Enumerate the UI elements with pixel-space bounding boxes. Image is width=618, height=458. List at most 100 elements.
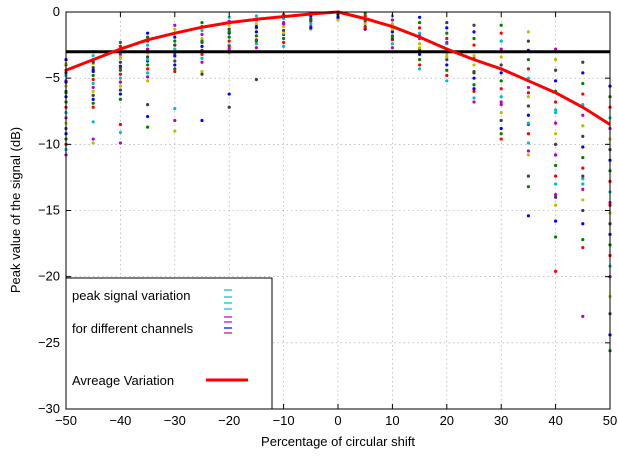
- scatter-point: [173, 39, 177, 43]
- scatter-point: [363, 14, 367, 18]
- scatter-point: [146, 114, 150, 119]
- scatter-point: [282, 40, 286, 45]
- scatter-point: [91, 85, 95, 90]
- scatter-point: [173, 118, 177, 123]
- scatter-point: [445, 36, 449, 41]
- scatter-point: [91, 120, 95, 124]
- scatter-point: [254, 39, 258, 43]
- scatter-point: [445, 58, 449, 62]
- scatter-point: [91, 141, 95, 145]
- scatter-point: [499, 55, 503, 59]
- scatter-point: [418, 15, 422, 19]
- scatter-point: [390, 22, 394, 26]
- scatter-point: [581, 155, 585, 160]
- x-axis-label: Percentage of circular shift: [261, 434, 415, 449]
- scatter-point: [227, 35, 231, 39]
- x-tick-label: 10: [385, 413, 399, 428]
- x-tick-label: 50: [603, 413, 617, 428]
- scatter-point: [472, 71, 476, 75]
- y-tick-label: −15: [38, 203, 60, 218]
- scatter-point: [227, 44, 231, 49]
- scatter-point: [254, 30, 258, 34]
- y-axis-label: Peak value of the signal (dB): [8, 127, 23, 293]
- x-tick-label: 0: [334, 413, 341, 428]
- scatter-point: [200, 32, 204, 37]
- scatter-point: [173, 54, 177, 58]
- scatter-point: [200, 52, 204, 56]
- scatter-point: [418, 46, 422, 50]
- scatter-point: [227, 92, 231, 96]
- scatter-point: [118, 80, 122, 84]
- scatter-point: [200, 20, 204, 25]
- scatter-point: [118, 130, 122, 135]
- scatter-point: [118, 92, 122, 96]
- x-tick-label: 20: [440, 413, 454, 428]
- scatter-point: [200, 60, 204, 64]
- scatter-point: [526, 185, 531, 189]
- scatter-point: [499, 63, 503, 67]
- scatter-point: [282, 28, 286, 33]
- scatter-point: [554, 132, 558, 136]
- scatter-point: [173, 67, 177, 71]
- x-tick-label: 40: [548, 413, 562, 428]
- scatter-point: [309, 26, 313, 30]
- scatter-point: [554, 58, 558, 62]
- y-tick-label: −5: [45, 70, 60, 85]
- scatter-point: [173, 59, 177, 63]
- scatter-point: [554, 203, 558, 207]
- scatter-point: [554, 110, 558, 115]
- scatter-point: [336, 18, 340, 22]
- scatter-point: [254, 46, 258, 50]
- scatter-point: [173, 63, 177, 67]
- scatter-point: [581, 208, 585, 213]
- scatter-point: [445, 63, 449, 67]
- y-axis-ticks: −30 −25 −20 −15 −10 −5 0: [38, 4, 610, 416]
- scatter-point: [118, 68, 122, 72]
- scatter-point: [118, 84, 122, 88]
- scatter-point: [200, 69, 204, 74]
- scatter-point: [390, 36, 394, 41]
- scatter-point: [581, 314, 585, 318]
- scatter-point: [91, 105, 95, 109]
- scatter-point: [200, 56, 204, 60]
- scatter-point: [173, 69, 177, 74]
- scatter-point: [146, 31, 150, 35]
- scatter-point: [526, 67, 531, 71]
- scatter-point: [282, 44, 286, 49]
- scatter-point: [472, 96, 476, 100]
- scatter-point: [146, 67, 150, 71]
- scatter-point: [581, 198, 585, 202]
- scatter-point: [227, 27, 231, 31]
- x-tick-label: −20: [218, 413, 240, 428]
- scatter-point: [418, 20, 422, 25]
- scatter-point: [526, 85, 531, 90]
- scatter-point: [472, 100, 476, 104]
- scatter-point: [554, 153, 558, 157]
- scatter-point: [472, 87, 476, 91]
- scatter-point: [363, 11, 367, 15]
- scatter-point: [91, 137, 95, 141]
- scatter-point: [227, 105, 231, 109]
- scatter-point: [445, 52, 449, 56]
- scatter-point: [554, 219, 558, 223]
- scatter-point: [418, 52, 422, 56]
- scatter-point: [499, 132, 503, 136]
- scatter-point: [499, 23, 503, 27]
- scatter-point: [472, 54, 476, 58]
- scatter-point: [526, 121, 531, 125]
- scatter-point: [200, 39, 204, 43]
- scatter-point: [581, 60, 585, 64]
- scatter-point: [91, 77, 95, 82]
- scatter-point: [118, 122, 122, 127]
- scatter-point: [336, 15, 340, 19]
- scatter-point: [200, 44, 204, 49]
- scatter-point: [554, 68, 558, 72]
- scatter-point: [254, 77, 258, 82]
- scatter-point: [581, 222, 585, 226]
- scatter-point: [254, 22, 258, 26]
- scatter-point: [581, 166, 585, 170]
- scatter-point: [363, 26, 367, 30]
- scatter-point: [472, 23, 476, 27]
- scatter-point: [254, 14, 258, 18]
- scatter-point: [118, 60, 122, 64]
